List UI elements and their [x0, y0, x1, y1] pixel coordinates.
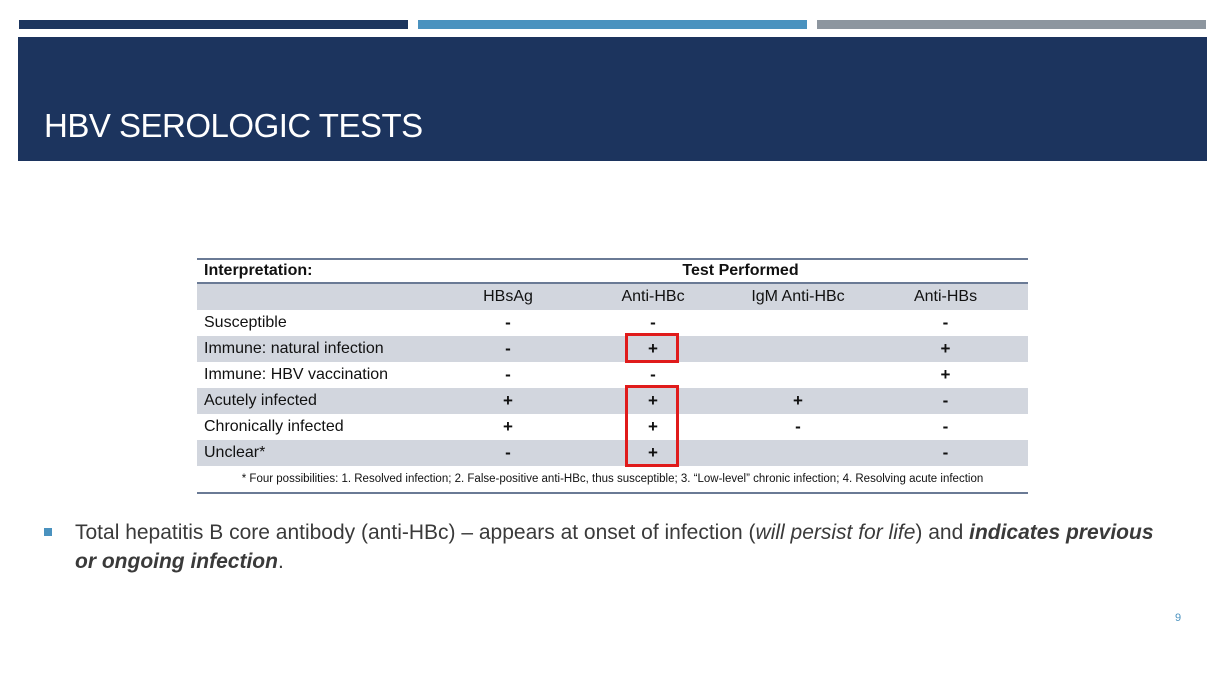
- square-bullet-icon: [44, 528, 52, 536]
- table-footnote: * Four possibilities: 1. Resolved infect…: [197, 466, 1028, 494]
- row-label: Acutely infected: [197, 388, 443, 414]
- cell-value: [733, 440, 863, 466]
- cell-value: -: [942, 313, 949, 332]
- top-accent-bar-navy: [19, 20, 408, 29]
- cell-value: +: [503, 417, 513, 436]
- table-row: Chronically infected + + - -: [197, 414, 1028, 440]
- column-header: Anti-HBs: [863, 283, 1028, 310]
- footnote-row: * Four possibilities: 1. Resolved infect…: [197, 466, 1028, 494]
- cell-value: -: [650, 365, 656, 384]
- cell-value: -: [942, 417, 949, 436]
- row-label: Immune: HBV vaccination: [204, 366, 389, 383]
- serology-table-container: Interpretation: Test Performed HBsAg Ant…: [197, 258, 1028, 494]
- top-accent-bar-blue: [418, 20, 807, 29]
- cell-value: [733, 362, 863, 388]
- cell-value: -: [443, 440, 573, 466]
- cell-value: -: [650, 313, 656, 332]
- row-label: Unclear*: [197, 440, 443, 466]
- cell-value: [733, 336, 863, 362]
- cell-value: [733, 310, 863, 336]
- bullet-text: Total hepatitis B core antibody (anti-HB…: [75, 518, 1154, 576]
- bullet-text-italic: will persist for life: [755, 521, 916, 544]
- test-performed-header: Test Performed: [443, 258, 1028, 284]
- cell-value: -: [443, 336, 573, 362]
- title-banner: HBV SEROLOGIC TESTS: [18, 37, 1207, 161]
- table-row: Immune: HBV vaccination - - +: [197, 362, 1028, 388]
- column-header: HBsAg: [443, 283, 573, 310]
- row-label: Immune: natural infection: [197, 336, 443, 362]
- slide-title: HBV SEROLOGIC TESTS: [44, 107, 423, 144]
- interpretation-header: Interpretation:: [197, 258, 443, 284]
- cell-value: +: [443, 388, 573, 414]
- bullet-point: Total hepatitis B core antibody (anti-HB…: [44, 518, 1154, 576]
- column-header-blank: [197, 283, 443, 310]
- cell-value: -: [863, 440, 1028, 466]
- top-accent-bar-gray: [817, 20, 1206, 29]
- row-label: Chronically infected: [204, 418, 344, 435]
- cell-value: -: [863, 388, 1028, 414]
- highlight-box-natural-infection: [625, 333, 679, 363]
- cell-value: -: [795, 417, 801, 436]
- cell-value: +: [573, 388, 733, 414]
- cell-value: +: [573, 336, 733, 362]
- bullet-text-part: ) and: [915, 521, 970, 544]
- table-row: Unclear* - + -: [197, 440, 1028, 466]
- row-label: Susceptible: [204, 314, 287, 331]
- table-row: Immune: natural infection - + +: [197, 336, 1028, 362]
- column-header: Anti-HBc: [573, 283, 733, 310]
- bullet-text-bold-italic: indicates previous or ongoing infection: [75, 521, 1154, 573]
- page-number: 9: [1175, 612, 1182, 624]
- table-row: Susceptible - - -: [197, 310, 1028, 336]
- table-row: Acutely infected + + + -: [197, 388, 1028, 414]
- cell-value: +: [573, 440, 733, 466]
- column-header: IgM Anti-HBc: [733, 283, 863, 310]
- bullet-text-part: Total hepatitis B core antibody (anti-HB…: [75, 521, 756, 544]
- column-header-row: HBsAg Anti-HBc IgM Anti-HBc Anti-HBs: [197, 283, 1028, 310]
- cell-value: +: [733, 388, 863, 414]
- cell-value: +: [863, 336, 1028, 362]
- bullet-text-part: .: [277, 550, 284, 573]
- highlight-box-infected-group: [625, 385, 679, 467]
- cell-value: +: [940, 365, 951, 384]
- cell-value: +: [648, 417, 658, 436]
- serology-table: Interpretation: Test Performed HBsAg Ant…: [197, 258, 1028, 494]
- table-header-row: Interpretation: Test Performed: [197, 258, 1028, 284]
- cell-value: -: [505, 313, 511, 332]
- cell-value: -: [505, 365, 511, 384]
